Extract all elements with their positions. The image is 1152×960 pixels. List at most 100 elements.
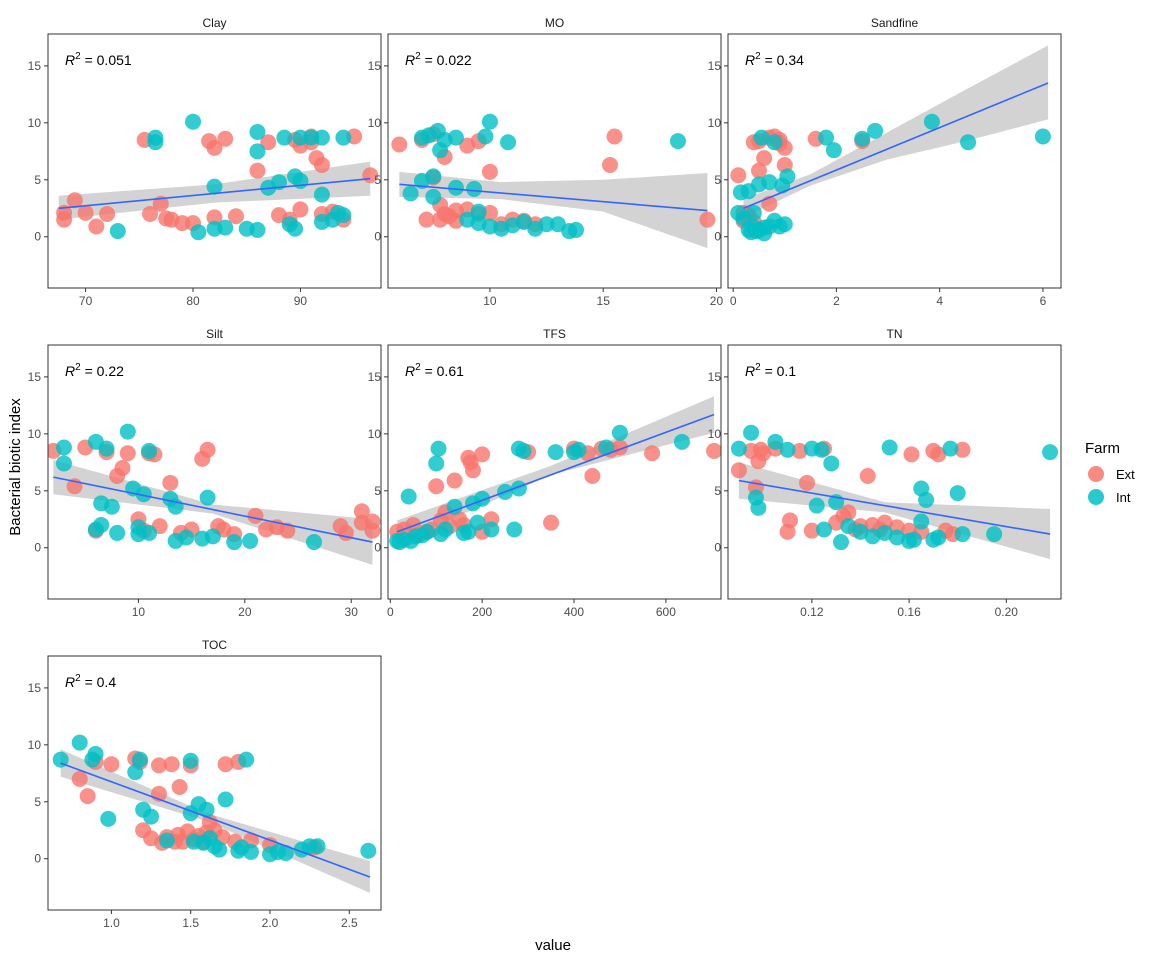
- point-toc-int-0: [52, 751, 69, 768]
- y-tick-label-sandfine-2: 10: [708, 116, 722, 130]
- point-tn-int-16: [876, 524, 893, 541]
- point-silt-int-25: [305, 534, 322, 551]
- point-toc-ext-9: [151, 757, 167, 774]
- point-tfs-ext-26: [706, 442, 721, 459]
- r2-label-mo: R2 = 0.022: [405, 51, 472, 68]
- point-toc-int-8: [143, 808, 160, 825]
- legend-label-int: Int: [1116, 490, 1131, 505]
- point-toc-int-9: [158, 832, 175, 849]
- point-tn-int-15: [864, 528, 881, 545]
- point-silt-int-23: [226, 534, 243, 551]
- y-tick-label-clay-0: 0: [34, 230, 41, 244]
- point-tn-ext-29: [954, 441, 971, 458]
- point-toc-int-29: [309, 838, 326, 855]
- panel-border-clay: [47, 33, 382, 289]
- point-mo-int-23: [538, 216, 555, 233]
- panel-clay: Clay R2 = 0.051 0 5 10 15 70 80 90: [28, 16, 382, 308]
- point-tfs-int-16: [469, 514, 486, 531]
- x-tick-label-mo-2: 20: [710, 294, 724, 308]
- y-tick-label-mo-1: 5: [374, 173, 381, 187]
- point-tfs-int-18: [483, 521, 500, 538]
- x-tick-label-sandfine-3: 6: [1040, 294, 1047, 308]
- point-sandfine-int-7: [745, 204, 762, 221]
- panel-title-tn: TN: [887, 327, 903, 341]
- point-sandfine-int-24: [923, 113, 940, 130]
- point-mo-int-10: [447, 129, 464, 146]
- point-mo-int-27: [669, 133, 686, 150]
- point-mo-int-19: [500, 134, 517, 151]
- point-tn-int-0: [730, 440, 747, 457]
- point-clay-int-5: [206, 178, 223, 195]
- point-tn-int-14: [852, 523, 869, 540]
- point-sandfine-int-23: [867, 122, 884, 139]
- point-silt-int-13: [135, 486, 152, 503]
- point-tn-int-28: [954, 526, 971, 543]
- point-tfs-int-23: [515, 442, 532, 459]
- y-tick-label-tfs-3: 15: [368, 370, 382, 384]
- point-silt-int-24: [242, 532, 259, 549]
- point-sandfine-int-20: [818, 129, 835, 146]
- panel-border-sandfine: [727, 33, 1062, 289]
- point-clay-int-27: [335, 129, 352, 146]
- point-toc-int-15: [198, 801, 215, 818]
- point-mo-int-26: [568, 221, 585, 238]
- facet-panels: Clay R2 = 0.051 0 5 10 15 70 80 90 MO R2 = 0.022 0 5…: [28, 16, 1062, 930]
- point-silt-int-19: [178, 529, 195, 546]
- point-mo-int-15: [477, 128, 494, 145]
- point-clay-int-10: [249, 123, 266, 140]
- fit-line-silt: [53, 476, 373, 543]
- r2-label-sandfine: R2 = 0.34: [745, 51, 804, 68]
- fit-line-clay: [58, 177, 371, 210]
- panel-border-mo: [387, 33, 722, 289]
- y-tick-label-mo-3: 15: [368, 59, 382, 73]
- point-mo-int-4: [425, 188, 442, 205]
- point-tn-int-10: [823, 455, 840, 472]
- panel-silt: Silt R2 = 0.22 0 5 10 15 10 20 30: [28, 327, 382, 619]
- point-silt-ext-13: [162, 474, 179, 491]
- point-toc-int-5: [127, 764, 144, 781]
- point-clay-int-0: [109, 223, 126, 240]
- point-toc-ext-3: [103, 756, 120, 773]
- point-tn-ext-10: [798, 474, 815, 491]
- y-axis-title: Bacterial biotic index: [7, 398, 24, 536]
- point-mo-ext-23: [418, 211, 435, 228]
- point-silt-int-9: [119, 423, 136, 440]
- point-silt-ext-30: [364, 522, 381, 539]
- x-tick-label-toc-1: 1.5: [182, 916, 199, 930]
- point-tn-ext-17: [859, 467, 876, 484]
- point-sandfine-ext-0: [730, 167, 747, 184]
- point-silt-int-0: [55, 455, 72, 472]
- point-tn-int-30: [1042, 444, 1059, 461]
- point-silt-ext-6: [114, 460, 131, 477]
- y-tick-label-sandfine-1: 5: [714, 173, 721, 187]
- point-tfs-int-3: [400, 488, 417, 505]
- point-clay-ext-17: [227, 208, 244, 225]
- point-tn-int-26: [942, 440, 959, 457]
- panel-title-sandfine: Sandfine: [871, 16, 919, 30]
- point-tfs-ext-21: [584, 467, 601, 484]
- y-tick-label-tn-2: 10: [708, 427, 722, 441]
- point-mo-int-12: [466, 180, 483, 197]
- point-sandfine-ext-6: [750, 162, 767, 179]
- panel-content-tfs: [389, 396, 721, 551]
- fit-line-mo: [399, 183, 708, 212]
- x-tick-label-toc-3: 2.5: [341, 916, 358, 930]
- panel-border-toc: [47, 655, 382, 911]
- point-silt-ext-17: [199, 441, 216, 458]
- x-tick-label-sandfine-0: 0: [730, 294, 737, 308]
- point-tn-ext-8: [781, 512, 798, 529]
- point-tn-int-3: [750, 499, 767, 516]
- y-tick-label-sandfine-0: 0: [714, 230, 721, 244]
- y-tick-label-silt-0: 0: [34, 541, 41, 555]
- x-tick-label-clay-2: 90: [294, 294, 308, 308]
- x-tick-label-sandfine-2: 4: [936, 294, 943, 308]
- y-tick-label-tfs-0: 0: [374, 541, 381, 555]
- point-mo-ext-21: [606, 128, 623, 145]
- x-tick-label-mo-0: 10: [483, 294, 497, 308]
- point-clay-ext-15: [217, 130, 234, 147]
- y-tick-label-silt-2: 10: [28, 427, 42, 441]
- x-tick-label-tn-2: 0.20: [995, 605, 1019, 619]
- point-toc-int-19: [217, 791, 234, 808]
- legend-key-int: [1088, 489, 1104, 505]
- point-tfs-int-7: [419, 523, 436, 540]
